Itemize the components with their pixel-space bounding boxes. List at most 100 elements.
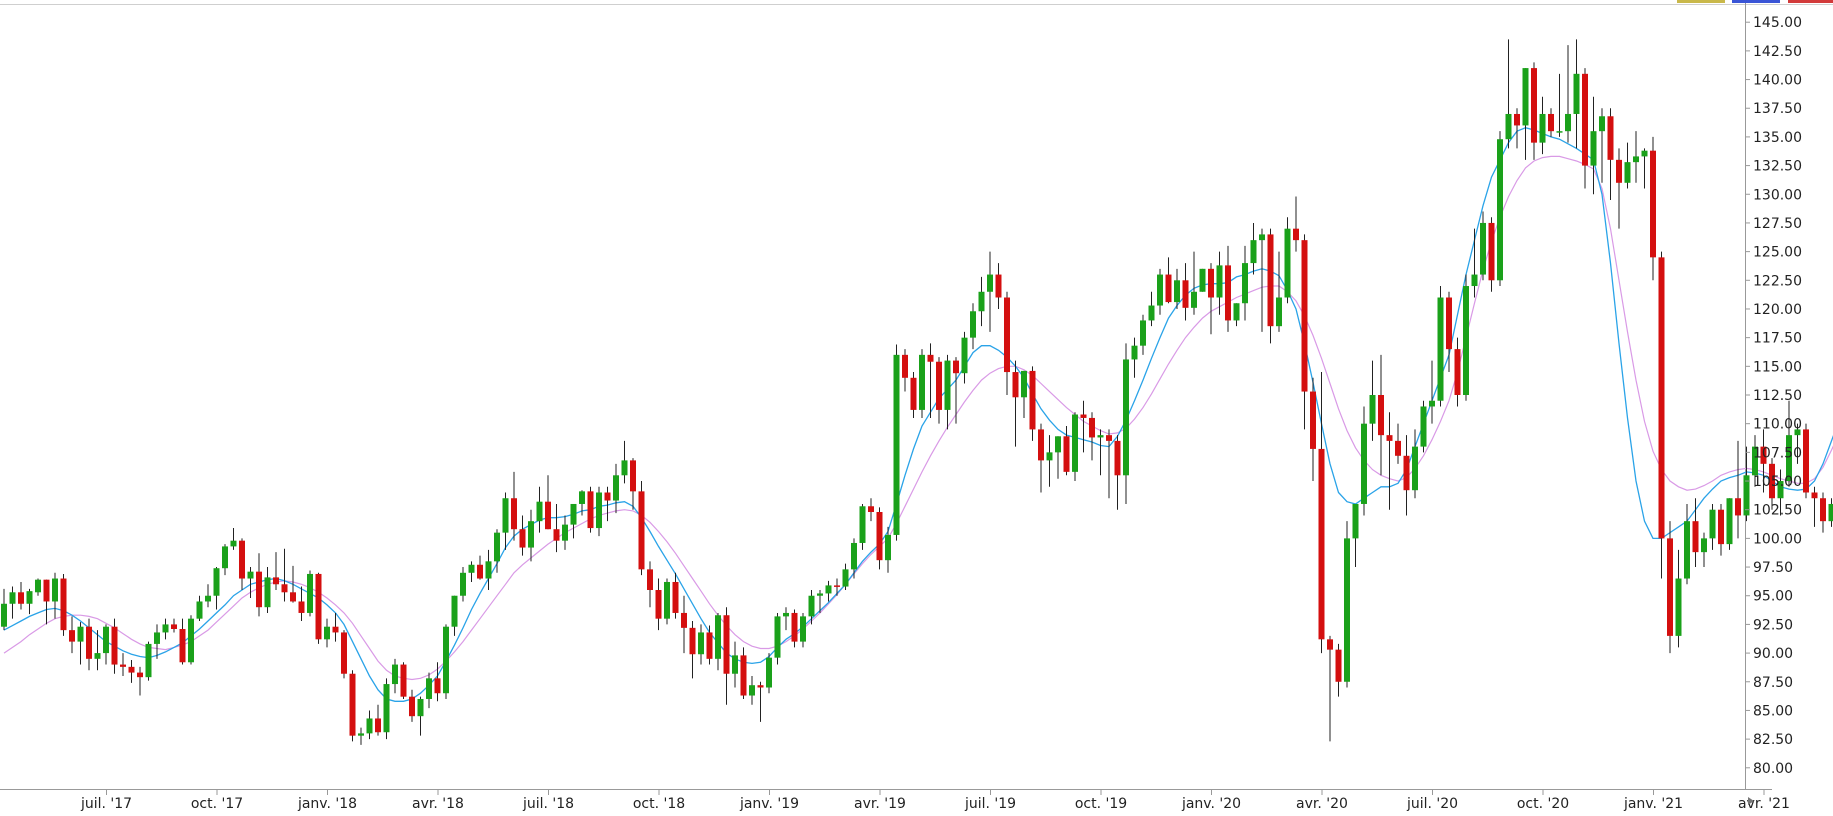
candle-body xyxy=(970,311,976,337)
candle xyxy=(792,610,798,648)
candle xyxy=(1157,269,1163,315)
candle xyxy=(1523,68,1529,160)
candle xyxy=(1132,338,1138,378)
candle xyxy=(919,349,925,418)
candle xyxy=(1361,406,1367,515)
candle-body xyxy=(231,541,237,547)
candle-body xyxy=(1030,371,1036,430)
candle-body xyxy=(265,577,271,607)
candle xyxy=(418,697,424,736)
candle-body xyxy=(1565,114,1571,131)
candle xyxy=(1489,217,1495,292)
candle-body xyxy=(1829,504,1833,521)
candle xyxy=(1191,252,1197,315)
candle-body xyxy=(851,543,857,569)
candle xyxy=(1208,263,1214,334)
candle-body xyxy=(1,604,7,627)
candle-body xyxy=(562,525,568,541)
candle-body xyxy=(1191,292,1197,308)
candle-body xyxy=(1319,449,1325,639)
y-tick-label: 132.50 xyxy=(1753,159,1802,175)
candle-body xyxy=(681,613,687,628)
candle xyxy=(911,372,917,418)
candle-body xyxy=(367,718,373,733)
candle-body xyxy=(724,615,730,674)
candle xyxy=(61,574,67,636)
candle-body xyxy=(596,493,602,529)
candle-body xyxy=(1285,229,1291,298)
candle-body xyxy=(1684,521,1690,578)
candle-body xyxy=(843,569,849,586)
candle-body xyxy=(1021,371,1027,397)
candle xyxy=(1667,521,1673,653)
candle xyxy=(698,624,704,664)
candle xyxy=(231,528,237,550)
candle-body xyxy=(902,355,908,378)
candle-body xyxy=(545,502,551,530)
candle-body xyxy=(1251,240,1257,263)
candle-body xyxy=(1489,223,1495,280)
candle xyxy=(129,660,135,683)
candle-body xyxy=(1183,280,1189,308)
candle-body xyxy=(358,733,364,735)
candle xyxy=(996,263,1002,309)
candle-body xyxy=(1064,436,1070,472)
candle-body xyxy=(732,655,738,673)
candle xyxy=(1455,338,1461,407)
candle xyxy=(197,596,203,621)
candle xyxy=(1285,217,1291,303)
candle-body xyxy=(1514,114,1520,125)
y-tick-label: 110.00 xyxy=(1753,417,1802,433)
candle xyxy=(1548,108,1554,137)
candle xyxy=(44,580,50,625)
candle-body xyxy=(1038,429,1044,460)
candle-body xyxy=(919,355,925,410)
candle-body xyxy=(1480,223,1486,275)
candle xyxy=(715,613,721,670)
candle-body xyxy=(511,498,517,529)
candle xyxy=(1225,246,1231,332)
y-tick-label: 145.00 xyxy=(1753,15,1802,31)
candle xyxy=(1242,246,1248,321)
candle-body xyxy=(664,582,670,619)
candle xyxy=(1268,229,1274,344)
candle-body xyxy=(1208,269,1214,298)
candle-body xyxy=(1404,456,1410,490)
candle xyxy=(758,682,764,722)
x-tick-label: janv. '18 xyxy=(297,796,357,812)
candle-body xyxy=(698,632,704,654)
y-tick-label: 95.00 xyxy=(1753,589,1793,605)
indicator-marker[interactable] xyxy=(1677,0,1725,3)
candle-body xyxy=(248,572,254,579)
candle-body xyxy=(180,629,186,662)
candle-body xyxy=(945,361,951,410)
candle-body xyxy=(647,569,653,590)
candle-body xyxy=(222,546,228,568)
candle xyxy=(1106,429,1112,498)
candle xyxy=(333,613,339,642)
indicator-marker[interactable] xyxy=(1732,0,1780,3)
candle xyxy=(1659,252,1665,579)
candle xyxy=(1565,45,1571,143)
candle-body xyxy=(1174,280,1180,302)
y-tick-label: 85.00 xyxy=(1753,703,1793,719)
indicator-marker[interactable] xyxy=(1788,0,1833,3)
candle-body xyxy=(826,585,832,593)
candle-body xyxy=(1242,263,1248,303)
candle xyxy=(894,345,900,541)
candle xyxy=(1599,108,1605,183)
candle-body xyxy=(1157,275,1163,306)
candle xyxy=(290,566,296,603)
candle-body xyxy=(1089,418,1095,438)
candle-body xyxy=(61,579,67,631)
candle-body xyxy=(256,572,262,608)
x-tick-label: janv. '20 xyxy=(1181,796,1241,812)
candle-body xyxy=(103,627,109,653)
candle-body xyxy=(1820,498,1826,521)
candle xyxy=(987,252,993,332)
candle xyxy=(239,538,245,590)
candle-body xyxy=(1727,498,1733,544)
candle-body xyxy=(979,292,985,312)
